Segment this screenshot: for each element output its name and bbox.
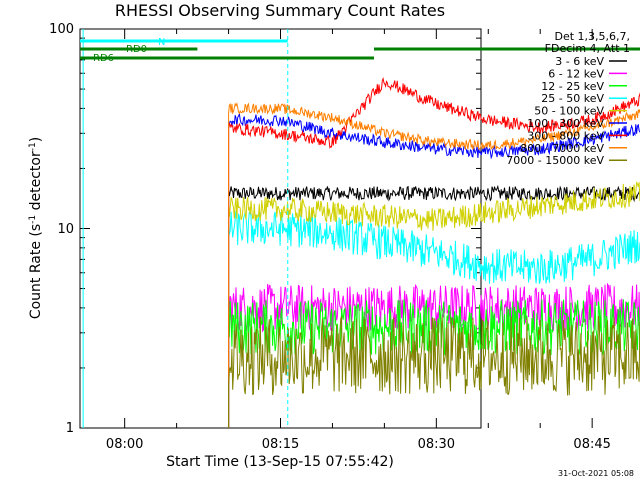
legend-label: 300 - 800 keV	[527, 129, 604, 142]
series-line	[228, 315, 640, 428]
rd6-label: RD6	[93, 53, 114, 64]
night-label: N	[158, 37, 165, 48]
y-axis-label-main: Count Rate (s	[28, 224, 44, 319]
chart-title: RHESSI Observing Summary Count Rates	[115, 1, 445, 20]
legend-label: 50 - 100 keV	[534, 105, 604, 118]
legend-label: 800 - 7000 keV	[520, 142, 604, 155]
y-tick-label-10: 10	[57, 222, 74, 237]
legend-label: 7000 - 15000 keV	[506, 154, 604, 167]
series-line	[228, 181, 640, 428]
legend-header-2: FDecim 4, Att 1	[545, 42, 630, 55]
rd0-label: RD0	[126, 44, 147, 55]
series-line	[228, 77, 640, 428]
series-line	[228, 102, 640, 428]
x-tick-label: 08:45	[573, 437, 610, 452]
legend-label: 12 - 25 keV	[541, 80, 604, 93]
y-axis-label-mid: detector	[28, 151, 44, 215]
legend-header-1: Det 1,3,5,6,7,	[554, 30, 630, 43]
y-tick-label-100: 100	[49, 22, 74, 37]
timestamp: 31-Oct-2021 05:08	[558, 469, 634, 478]
x-tick-label: 08:15	[262, 437, 299, 452]
legend-label: 3 - 6 keV	[555, 55, 604, 68]
series-line	[228, 282, 640, 428]
annotation-lines: N RD0 RD6	[80, 29, 640, 428]
x-tick-label: 08:30	[418, 437, 455, 452]
series-line	[228, 210, 640, 428]
legend-label: 100 - 300 keV	[527, 117, 604, 130]
series-line	[228, 112, 640, 428]
y-tick-label-1: 1	[66, 421, 74, 436]
legend-label: 25 - 50 keV	[541, 92, 604, 105]
y-axis-label-end: )	[28, 137, 44, 142]
series-lines	[228, 77, 640, 428]
legend-label: 6 - 12 keV	[548, 67, 604, 80]
y-axis-label-sup2: -1	[28, 142, 38, 151]
x-axis-label: Start Time (13-Sep-15 07:55:42)	[166, 454, 394, 470]
series-line	[228, 184, 640, 428]
y-axis-label-sup1: -1	[28, 215, 38, 224]
x-tick-label: 08:00	[106, 437, 143, 452]
series-line	[228, 299, 640, 428]
y-axis-label: Count Rate (s-1 detector-1)	[28, 137, 44, 319]
